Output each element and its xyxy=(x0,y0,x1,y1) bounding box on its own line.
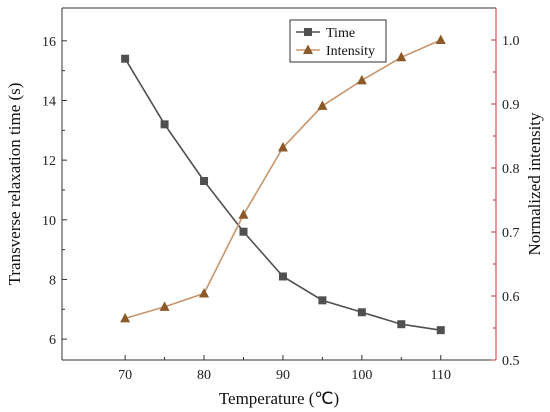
legend-marker-intensity xyxy=(303,44,313,54)
x-tick-label: 90 xyxy=(276,368,290,383)
right-y-tick-label: 0.5 xyxy=(502,354,520,369)
intensity-data-point xyxy=(238,209,249,219)
left-y-tick-label: 6 xyxy=(49,333,56,348)
intensity-data-point xyxy=(356,74,367,85)
right-y-tick-label: 0.9 xyxy=(502,98,520,113)
legend: Time Intensity xyxy=(289,19,387,63)
right-y-tick-label: 0.7 xyxy=(502,226,520,241)
x-tick-label: 80 xyxy=(197,368,211,383)
time-data-point xyxy=(357,308,366,317)
left-y-tick-label: 12 xyxy=(42,154,56,169)
time-data-point xyxy=(436,326,445,335)
time-data-point xyxy=(239,227,248,236)
x-axis-title: Temperature (℃) xyxy=(219,389,339,408)
intensity-data-point xyxy=(435,34,446,44)
right-y-axis-title: Normalized intensity xyxy=(525,112,544,256)
intensity-data-point xyxy=(120,312,131,323)
intensity-data-point xyxy=(277,142,288,152)
left-y-axis-title: Transverse relaxation time (s) xyxy=(5,83,24,286)
intensity-data-point xyxy=(159,301,170,311)
time-data-point xyxy=(200,177,209,186)
series-layer xyxy=(120,34,446,335)
right-y-tick-label: 0.8 xyxy=(502,162,520,177)
x-tick-label: 70 xyxy=(118,368,132,383)
time-data-point xyxy=(278,272,287,281)
intensity-data-point xyxy=(317,100,328,110)
time-data-point xyxy=(318,296,327,305)
x-tick-label: 100 xyxy=(351,368,372,383)
right-y-tick-label: 1.0 xyxy=(502,34,520,49)
x-tick-label: 110 xyxy=(431,368,451,383)
time-data-point xyxy=(397,320,406,329)
left-y-tick-label: 8 xyxy=(49,273,56,288)
legend-label-intensity: Intensity xyxy=(326,44,375,59)
legend-marker-time xyxy=(304,28,312,36)
legend-box xyxy=(289,19,387,63)
axes-layer: 70 80 90 100 110 6 8 10 12 14 16 0.5 0.6 0.7 0.8 0.9 1.0 xyxy=(42,7,520,383)
left-y-tick-label: 14 xyxy=(42,94,56,109)
time-data-point xyxy=(121,54,130,63)
time-series-line xyxy=(124,58,441,331)
intensity-data-point xyxy=(396,51,407,62)
time-data-point xyxy=(160,120,169,129)
left-y-tick-label: 16 xyxy=(42,35,56,50)
left-y-tick-label: 10 xyxy=(42,214,56,229)
right-y-tick-label: 0.6 xyxy=(502,290,520,305)
legend-label-time: Time xyxy=(326,26,355,41)
intensity-data-point xyxy=(199,287,210,298)
